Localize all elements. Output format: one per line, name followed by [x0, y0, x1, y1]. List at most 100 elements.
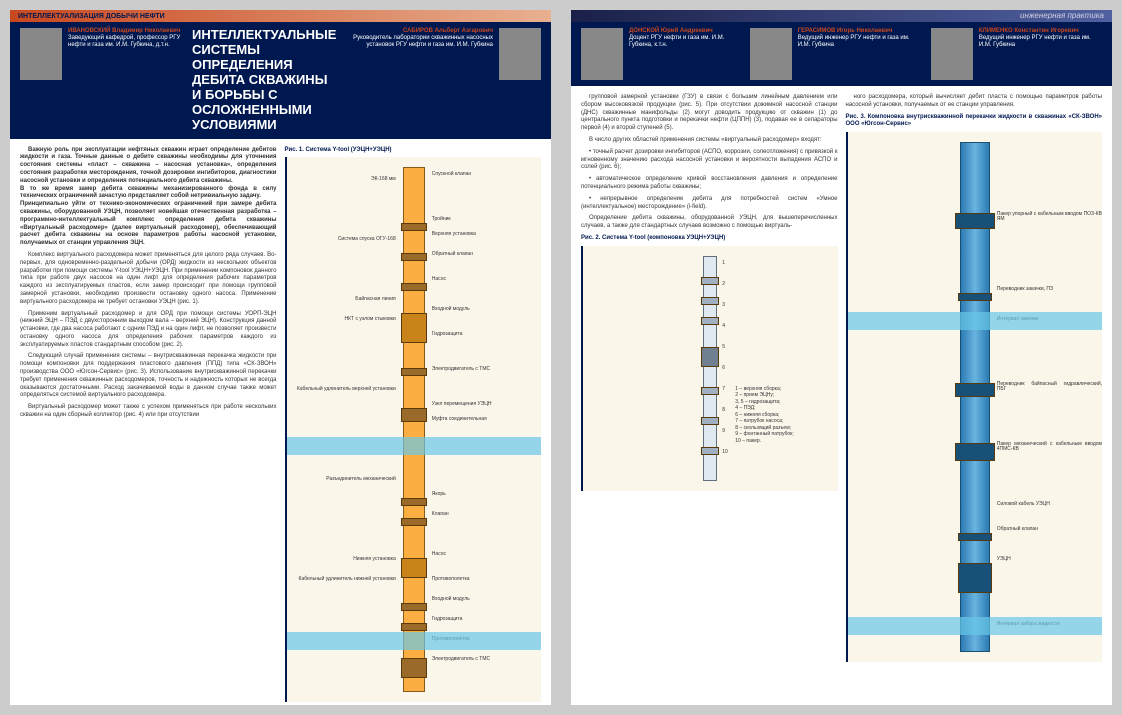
author-photo [499, 28, 541, 80]
fig-number: 4 [722, 324, 725, 329]
header-gradient: инженерная практика [571, 10, 1112, 22]
fig-label: Спускной клапан [432, 172, 471, 177]
body-para: • автоматическое определение кривой восс… [581, 176, 838, 192]
fig-label: Разъединитель механический [326, 477, 395, 482]
fig-label: Байпасная линия [355, 297, 395, 302]
title-band: ИВАНОВСКИЙ Владимир Николаевич Заведующи… [10, 22, 551, 139]
category-label: инженерная практика [1020, 11, 1104, 20]
fig-label: Клапан [432, 512, 449, 517]
body-para: Следующий случай применения системы – вн… [20, 353, 277, 400]
fig-number: 8 [722, 408, 725, 413]
fig-label: НКТ с узлом стыковки [345, 317, 396, 322]
body-para: ного расходомера, который вычисляет деби… [846, 94, 1103, 110]
body-para: Определение дебита скважины, оборудованн… [581, 215, 838, 231]
fig2-legend: 1 – верхняя сборка;2 – прием ЭЦНу;3, 5 –… [735, 386, 793, 445]
fig-number: 2 [722, 282, 725, 287]
fig-label: Обратный клапан [997, 527, 1038, 532]
fig-label: Муфта соединительная [432, 417, 487, 422]
body-para: • непрерывное определение дебита для пот… [581, 196, 838, 212]
water-band [848, 617, 1103, 635]
article-title: ИНТЕЛЛЕКТУАЛЬНЫЕ СИСТЕМЫ ОПРЕДЕЛЕНИЯ ДЕБ… [192, 28, 336, 133]
figure-column: Рис. 1. Система Y-tool (УЭЦН+УЭЦН) ЭК-16… [285, 147, 542, 705]
fig3-title: Рис. 3. Компоновка внутрискважинной пере… [846, 114, 1103, 130]
fig-label: Кабельный удлинитель верхней установки [297, 387, 396, 392]
fig-label: Силовой кабель УЭЦН [997, 502, 1050, 507]
author-photo [750, 28, 792, 80]
figure-1: ЭК-168 мм Система спуска OГУ-168 Байпасная… [285, 157, 542, 702]
category-label: ИНТЕЛЛЕКТУАЛИЗАЦИЯ ДОБЫЧИ НЕФТИ [18, 13, 165, 20]
text-column: групповой замерной установки (ГЗУ) в свя… [581, 94, 838, 673]
water-band [848, 312, 1103, 330]
body-para: • точный расчет дозировки ингибиторов (А… [581, 149, 838, 172]
text-column: Важную роль при эксплуатации нефтяных ск… [20, 147, 277, 705]
fig-label: Узел перемещения УЭЦН [432, 402, 492, 407]
author-photo [581, 28, 623, 80]
fig-label: Противополетка [432, 577, 470, 582]
water-band [287, 632, 542, 650]
fig-label: Электродвигатель с ТМС [432, 657, 490, 662]
figure-column: ного расходомера, который вычисляет деби… [846, 94, 1103, 673]
author-name: ДОНСКОЙ Юрий Андреевич [629, 28, 740, 35]
fig-label: Система спуска OГУ-168 [338, 237, 396, 242]
fig-label: Пакер упорный с кабельным вводом ПОЗ-КВ … [997, 212, 1102, 222]
fig-label: Насос [432, 552, 446, 557]
body-para: Виртуальный расходомер может также с усп… [20, 404, 277, 420]
author-4: КЛИМЕНКО Константин Игоревич Ведущий инж… [931, 28, 1102, 80]
figure-2: 1 2 3 4 5 6 7 8 9 10 1 – верхняя сборка;2 – прием … [581, 246, 838, 491]
well-string [703, 256, 717, 481]
author-3: ГЕРАСИМОВ Игорь Николаевич Ведущий инжен… [750, 28, 921, 80]
authors-band: ДОНСКОЙ Юрий Андреевич Доцент РГУ нефти … [571, 22, 1112, 86]
content-area: Важную роль при эксплуатации нефтяных ск… [10, 139, 551, 705]
fig-label: Обратный клапан [432, 252, 473, 257]
fig-label: Электродвигатель с ТМС [432, 367, 490, 372]
fig-label: Насос [432, 277, 446, 282]
page-right: инженерная практика ДОНСКОЙ Юрий Андреев… [571, 10, 1112, 705]
author-0: ИВАНОВСКИЙ Владимир Николаевич Заведующи… [20, 28, 184, 80]
fig-number: 7 [722, 387, 725, 392]
fig-label: Переводник байпасный гидравлический, ПБГ [997, 382, 1102, 392]
fig-number: 10 [722, 450, 728, 455]
fig-label: Нижняя установка [353, 557, 396, 562]
author-2: ДОНСКОЙ Юрий Андреевич Доцент РГУ нефти … [581, 28, 740, 80]
body-para: Комплекс виртуального расходомера может … [20, 252, 277, 307]
author-title: Руководитель лаборатории скважинных насо… [344, 35, 493, 49]
author-1: САБИРОВ Альберт Азгарович Руководитель л… [344, 28, 541, 80]
fig-number: 3 [722, 303, 725, 308]
author-photo [931, 28, 973, 80]
fig-label: ЭК-168 мм [371, 177, 396, 182]
fig-number: 1 [722, 261, 725, 266]
author-title: Доцент РГУ нефти и газа им. И.М. Губкина… [629, 35, 740, 49]
page-left: ИНТЕЛЛЕКТУАЛИЗАЦИЯ ДОБЫЧИ НЕФТИ ИВАНОВСК… [10, 10, 551, 705]
fig-label: УЭЦН [997, 557, 1011, 562]
well-string [960, 142, 990, 652]
fig-label: Гидрозащита [432, 332, 463, 337]
fig1-title: Рис. 1. Система Y-tool (УЭЦН+УЭЦН) [285, 147, 542, 155]
body-para: В число других областей применения систе… [581, 137, 838, 145]
lede: Важную роль при эксплуатации нефтяных ск… [20, 147, 277, 248]
fig-number: 6 [722, 366, 725, 371]
fig-label: Якорь [432, 492, 446, 497]
fig2-title: Рис. 2. Система Y-tool (компоновка УЭЦН+… [581, 235, 838, 243]
author-photo [20, 28, 62, 80]
content-area: групповой замерной установки (ГЗУ) в свя… [571, 86, 1112, 681]
fig-label: Тройник [432, 217, 451, 222]
fig-label: Входной модуль [432, 307, 470, 312]
fig-label: Входной модуль [432, 597, 470, 602]
body-para: Применим виртуальный расходомер и для ОР… [20, 311, 277, 350]
author-title: Ведущий инженер РГУ нефти и газа им. И.М… [798, 35, 921, 49]
fig-label: Гидрозащита [432, 617, 463, 622]
author-title: Заведующий кафедрой, профессор РГУ нефти… [68, 35, 184, 49]
fig-number: 9 [722, 429, 725, 434]
water-band [287, 437, 542, 455]
body-para: групповой замерной установки (ГЗУ) в свя… [581, 94, 838, 133]
header-gradient: ИНТЕЛЛЕКТУАЛИЗАЦИЯ ДОБЫЧИ НЕФТИ [10, 10, 551, 22]
fig-label: Верхняя установка [432, 232, 476, 237]
well-string [403, 167, 425, 692]
fig-label: Кабельный удлинитель нижней установки [299, 577, 396, 582]
author-name: САБИРОВ Альберт Азгарович [344, 28, 493, 35]
fig-number: 5 [722, 345, 725, 350]
fig-label: Переводник закачки, ПЗ [997, 287, 1053, 292]
figure-3: Пакер упорный с кабельным вводом ПОЗ-КВ … [846, 132, 1103, 662]
fig-label: Пакер механический с кабельным вводом 4П… [997, 442, 1102, 452]
author-title: Ведущий инженер РГУ нефти и газа им. И.М… [979, 35, 1102, 49]
